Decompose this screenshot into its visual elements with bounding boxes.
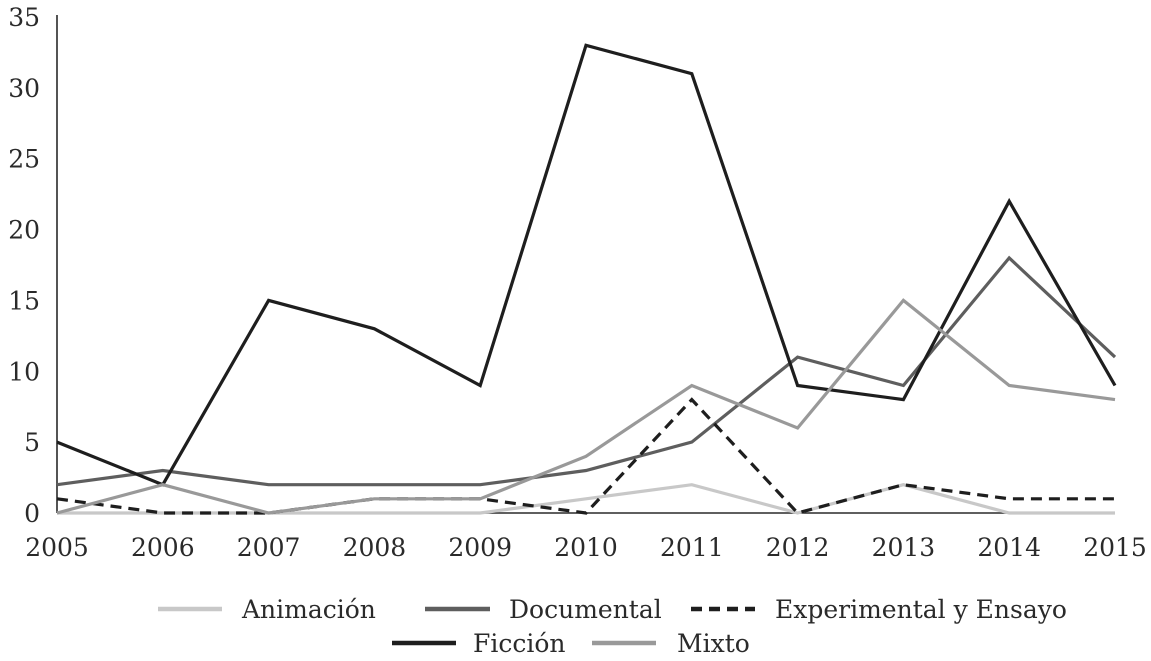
legend-label: Documental	[509, 595, 662, 624]
y-tick-label: 30	[8, 74, 40, 103]
x-tick-label: 2015	[1083, 533, 1147, 562]
legend: Animación Documental Experimental y Ensayo…	[158, 595, 1067, 658]
x-tick-label: 2011	[660, 533, 724, 562]
legend-item: Documental	[425, 595, 662, 624]
series-line-documental	[56, 255, 1117, 487]
series-line-mixto	[56, 298, 1116, 515]
legend-item: Animación	[158, 595, 376, 624]
x-tick-label: 2008	[343, 533, 407, 562]
y-tick-label: 20	[8, 216, 40, 245]
legend-label: Experimental y Ensayo	[775, 595, 1067, 624]
series-line-experimental-y-ensayo	[56, 397, 1115, 515]
y-tick-label: 0	[24, 499, 40, 528]
axes	[56, 15, 1115, 514]
y-tick-label: 35	[8, 3, 40, 32]
x-tick-label: 2005	[25, 533, 89, 562]
legend-label: Animación	[241, 595, 376, 624]
x-tick-label: 2006	[131, 533, 195, 562]
y-tick-label: 10	[8, 357, 40, 386]
y-tick-labels: 0 5 10 15 20 25 30 35	[8, 3, 40, 528]
legend-item: Experimental y Ensayo	[691, 595, 1067, 624]
series-line-animación	[57, 483, 1115, 515]
x-tick-label: 2013	[872, 533, 936, 562]
x-tick-label: 2014	[977, 533, 1041, 562]
y-tick-label: 15	[8, 286, 40, 315]
series-lines	[56, 43, 1117, 515]
x-tick-label: 2010	[554, 533, 618, 562]
x-tick-label: 2007	[237, 533, 301, 562]
legend-item: Ficción	[392, 629, 566, 658]
legend-label: Ficción	[473, 629, 566, 658]
x-tick-label: 2009	[448, 533, 512, 562]
y-tick-label: 5	[24, 428, 40, 457]
y-tick-label: 25	[8, 145, 40, 174]
x-tick-label: 2012	[766, 533, 830, 562]
legend-item: Mixto	[592, 629, 750, 658]
x-tick-labels: 2005 2006 2007 2008 2009 2010 2011 2012 2013 2014…	[25, 533, 1147, 562]
legend-label: Mixto	[677, 629, 750, 658]
series-line-ficción	[56, 43, 1117, 487]
